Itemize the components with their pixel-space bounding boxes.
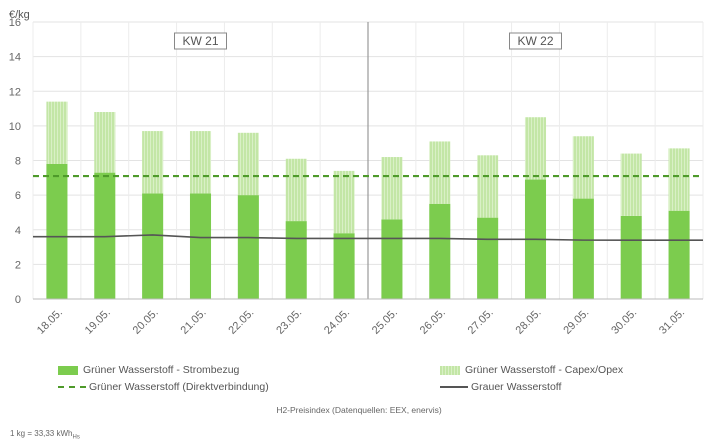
week-label: KW 22 bbox=[517, 34, 553, 48]
y-unit-label: €/kg bbox=[9, 9, 30, 21]
x-tick-label: 29.05. bbox=[561, 307, 591, 337]
x-tick-label: 23.05. bbox=[274, 307, 304, 337]
bar-capex-opex bbox=[46, 101, 68, 164]
bar-strombezug bbox=[668, 210, 690, 299]
y-tick-label: 8 bbox=[15, 156, 21, 168]
x-tick-label: 25.05. bbox=[370, 307, 400, 337]
y-tick-label: 14 bbox=[9, 52, 21, 64]
x-tick-label: 21.05. bbox=[179, 307, 209, 337]
week-label: KW 21 bbox=[182, 34, 218, 48]
legend-swatch-capex-opex bbox=[440, 365, 460, 375]
bar-capex-opex bbox=[285, 158, 307, 222]
legend-label-grauer: Grauer Wasserstoff bbox=[471, 381, 562, 393]
footnote-subscript: Hs bbox=[72, 434, 80, 441]
bar-capex-opex bbox=[142, 131, 164, 194]
y-tick-label: 6 bbox=[15, 190, 21, 202]
y-tick-label: 10 bbox=[9, 121, 21, 133]
bar-strombezug bbox=[285, 221, 307, 299]
legend-label-capex-opex: Grüner Wasserstoff - Capex/Opex bbox=[465, 364, 624, 376]
bar-strombezug bbox=[333, 233, 355, 299]
bar-strombezug bbox=[381, 219, 403, 299]
x-tick-label: 31.05. bbox=[657, 307, 687, 337]
bar-capex-opex bbox=[620, 153, 642, 216]
legend-swatch-strombezug bbox=[58, 365, 78, 375]
bar-strombezug bbox=[46, 163, 68, 299]
bar-capex-opex bbox=[381, 157, 403, 220]
bar-strombezug bbox=[94, 172, 116, 299]
x-tick-label: 19.05. bbox=[83, 307, 113, 337]
x-tick-label: 22.05. bbox=[226, 307, 256, 337]
bar-strombezug bbox=[429, 203, 451, 299]
bar-strombezug bbox=[237, 195, 259, 299]
legend-label-direktverbindung: Grüner Wasserstoff (Direktverbindung) bbox=[89, 381, 269, 393]
x-tick-label: 30.05. bbox=[609, 307, 639, 337]
y-tick-label: 12 bbox=[9, 86, 21, 98]
x-tick-label: 27.05. bbox=[466, 307, 496, 337]
bar-capex-opex bbox=[572, 136, 594, 199]
bar-capex-opex bbox=[237, 132, 259, 196]
bar-strombezug bbox=[477, 217, 499, 299]
legend-item-capex-opex: Grüner Wasserstoff - Capex/Opex bbox=[440, 364, 623, 376]
x-tick-label: 26.05. bbox=[418, 307, 448, 337]
bar-capex-opex bbox=[429, 141, 451, 204]
bar-capex-opex bbox=[668, 148, 690, 211]
y-tick-label: 2 bbox=[15, 259, 21, 271]
y-tick-label: 16 bbox=[9, 17, 21, 29]
bar-capex-opex bbox=[94, 112, 116, 173]
bar-capex-opex bbox=[189, 131, 212, 194]
x-tick-label: 28.05. bbox=[514, 307, 544, 337]
x-tick-label: 18.05. bbox=[35, 307, 65, 337]
bar-capex-opex bbox=[524, 117, 547, 180]
bar-capex-opex bbox=[477, 155, 499, 218]
legend-item-direktverbindung: Grüner Wasserstoff (Direktverbindung) bbox=[58, 381, 269, 393]
legend-item-grauer: Grauer Wasserstoff bbox=[440, 381, 561, 393]
footnote: 1 kg = 33,33 kWhHs bbox=[10, 429, 80, 441]
x-tick-label: 24.05. bbox=[322, 307, 352, 337]
y-tick-label: 0 bbox=[15, 294, 21, 306]
line-grauer-wasserstoff bbox=[33, 234, 703, 241]
footnote-text: 1 kg = 33,33 kWh bbox=[10, 429, 73, 438]
bar-strombezug bbox=[572, 198, 594, 299]
week-label-box bbox=[509, 32, 562, 50]
legend-swatch-direktverbindung bbox=[58, 386, 86, 388]
x-tick-label: 20.05. bbox=[131, 307, 161, 337]
bar-capex-opex bbox=[333, 170, 355, 234]
bar-strombezug bbox=[189, 193, 212, 299]
legend-item-strombezug: Grüner Wasserstoff - Strombezug bbox=[58, 364, 239, 376]
bar-strombezug bbox=[620, 215, 642, 299]
week-label-box bbox=[174, 32, 227, 50]
legend-swatch-grauer bbox=[440, 386, 468, 388]
legend-label-strombezug: Grüner Wasserstoff - Strombezug bbox=[83, 364, 240, 376]
chart-caption: H2-Preisindex (Datenquellen: EEX, enervi… bbox=[276, 405, 442, 415]
bar-strombezug bbox=[142, 193, 164, 299]
y-tick-label: 4 bbox=[15, 225, 21, 237]
